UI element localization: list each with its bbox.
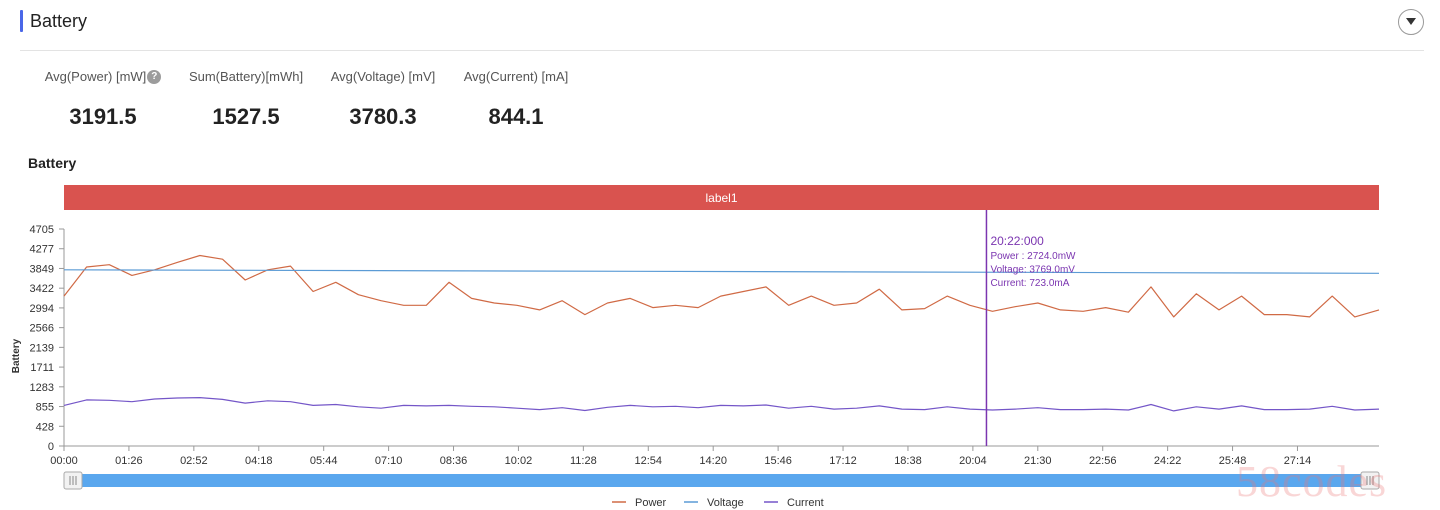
stat-value: 3191.5	[69, 104, 137, 129]
legend-item-power[interactable]: Power	[635, 497, 667, 509]
x-tick-label: 22:56	[1089, 455, 1117, 467]
stat-label: Avg(Voltage) [mV]	[330, 69, 436, 84]
y-tick-label: 0	[48, 441, 54, 453]
x-tick-label: 18:38	[894, 455, 922, 467]
stat-value: 3780.3	[349, 104, 417, 129]
tooltip-line: Power : 2724.0mW	[990, 251, 1076, 262]
x-tick-label: 14:20	[699, 455, 727, 467]
y-tick-label: 2566	[30, 323, 54, 335]
tooltip-time: 20:22:000	[990, 234, 1044, 248]
x-tick-label: 17:12	[829, 455, 857, 467]
x-tick-label: 12:54	[635, 455, 663, 467]
range-slider-track[interactable]	[64, 474, 1379, 487]
x-tick-label: 11:28	[570, 455, 597, 467]
y-tick-label: 3422	[30, 283, 54, 295]
legend-item-voltage[interactable]: Voltage	[707, 497, 744, 509]
x-tick-label: 27:14	[1284, 455, 1312, 467]
collapse-button[interactable]	[1398, 9, 1424, 35]
stat-avg-power: Avg(Power) [mW]? 3191.5	[28, 68, 178, 138]
y-tick-label: 4705	[30, 224, 54, 236]
stat-label: Avg(Power) [mW]	[44, 69, 147, 84]
x-tick-label: 02:52	[180, 455, 208, 467]
stat-sum-battery: Sum(Battery)[mWh] 1527.5	[178, 68, 314, 138]
panel-header: Battery	[20, 0, 1424, 51]
y-tick-label: 1283	[30, 382, 54, 394]
y-tick-label: 428	[36, 421, 54, 433]
stats-row: Avg(Power) [mW]? 3191.5 Sum(Battery)[mWh…	[28, 68, 580, 138]
y-tick-label: 4277	[30, 244, 54, 256]
x-tick-label: 04:18	[245, 455, 273, 467]
x-tick-label: 07:10	[375, 455, 403, 467]
series-line-voltage	[63, 269, 1380, 274]
y-tick-label: 2139	[30, 342, 54, 354]
x-tick-label: 24:22	[1154, 455, 1182, 467]
stat-value: 1527.5	[212, 104, 280, 129]
panel-title: Battery	[30, 11, 88, 31]
panel-accent-bar	[20, 10, 23, 32]
x-tick-label: 08:36	[440, 455, 468, 467]
stat-label: Avg(Current) [mA]	[463, 69, 569, 84]
x-tick-label: 00:00	[50, 455, 78, 467]
series-line-current	[63, 397, 1380, 412]
x-tick-label: 21:30	[1024, 455, 1052, 467]
y-tick-label: 1711	[30, 362, 54, 374]
x-tick-label: 15:46	[764, 455, 792, 467]
legend-item-current[interactable]: Current	[787, 497, 824, 509]
stat-avg-voltage: Avg(Voltage) [mV] 3780.3	[314, 68, 452, 138]
triangle-down-icon	[1406, 18, 1416, 25]
watermark: 58codes	[1236, 457, 1388, 506]
x-tick-label: 10:02	[505, 455, 533, 467]
tooltip-line: Voltage: 3769.0mV	[990, 265, 1075, 276]
x-tick-label: 20:04	[959, 455, 987, 467]
x-tick-label: 05:44	[310, 455, 338, 467]
chart-title: Battery	[28, 155, 77, 171]
tooltip-line: Current: 723.0mA	[990, 278, 1069, 289]
stat-avg-current: Avg(Current) [mA] 844.1	[452, 68, 580, 138]
y-tick-label: 855	[36, 402, 54, 414]
stat-label: Sum(Battery)[mWh]	[188, 69, 304, 84]
chart-band	[64, 185, 1379, 210]
y-tick-label: 3849	[30, 263, 54, 275]
battery-chart[interactable]: label1 Battery 0 428 855 1283 1711 2139 2566 2994…	[0, 180, 1440, 510]
y-tick-label: 2994	[30, 303, 54, 315]
stat-value: 844.1	[488, 104, 544, 129]
series-line-power	[63, 254, 1380, 318]
x-tick-label: 01:26	[115, 455, 143, 467]
band-label: label1	[705, 191, 737, 205]
y-axis-title: Battery	[11, 338, 22, 373]
x-tick-label: 25:48	[1219, 455, 1247, 467]
help-icon[interactable]: ?	[147, 70, 162, 84]
